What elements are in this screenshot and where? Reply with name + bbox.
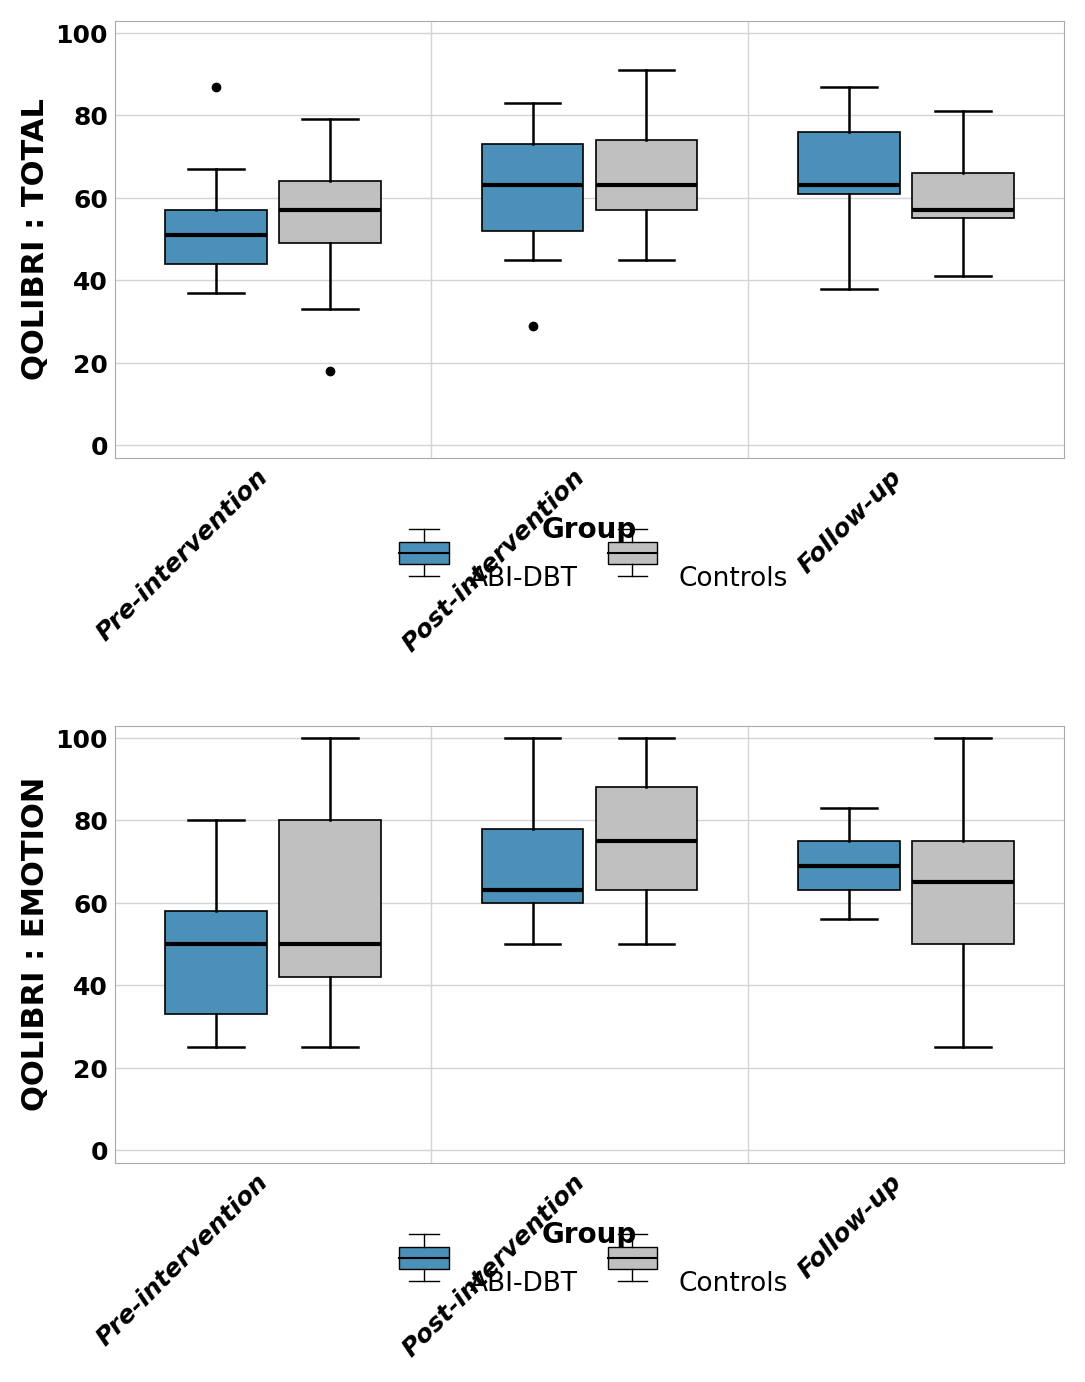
Bar — [165, 210, 267, 264]
Bar — [482, 829, 583, 902]
Y-axis label: QOLIBRI : EMOTION: QOLIBRI : EMOTION — [21, 777, 50, 1111]
Bar — [912, 842, 1013, 944]
Bar — [165, 911, 267, 1014]
Legend: ABI-DBT, Controls: ABI-DBT, Controls — [378, 1206, 801, 1316]
Bar — [279, 821, 381, 977]
Bar — [912, 173, 1013, 218]
Legend: ABI-DBT, Controls: ABI-DBT, Controls — [378, 502, 801, 611]
Bar — [596, 788, 697, 890]
Bar — [799, 842, 899, 890]
Bar — [799, 133, 899, 193]
Bar — [279, 181, 381, 243]
Bar — [482, 145, 583, 231]
Y-axis label: QOLIBRI : TOTAL: QOLIBRI : TOTAL — [21, 98, 50, 380]
Bar — [596, 141, 697, 210]
